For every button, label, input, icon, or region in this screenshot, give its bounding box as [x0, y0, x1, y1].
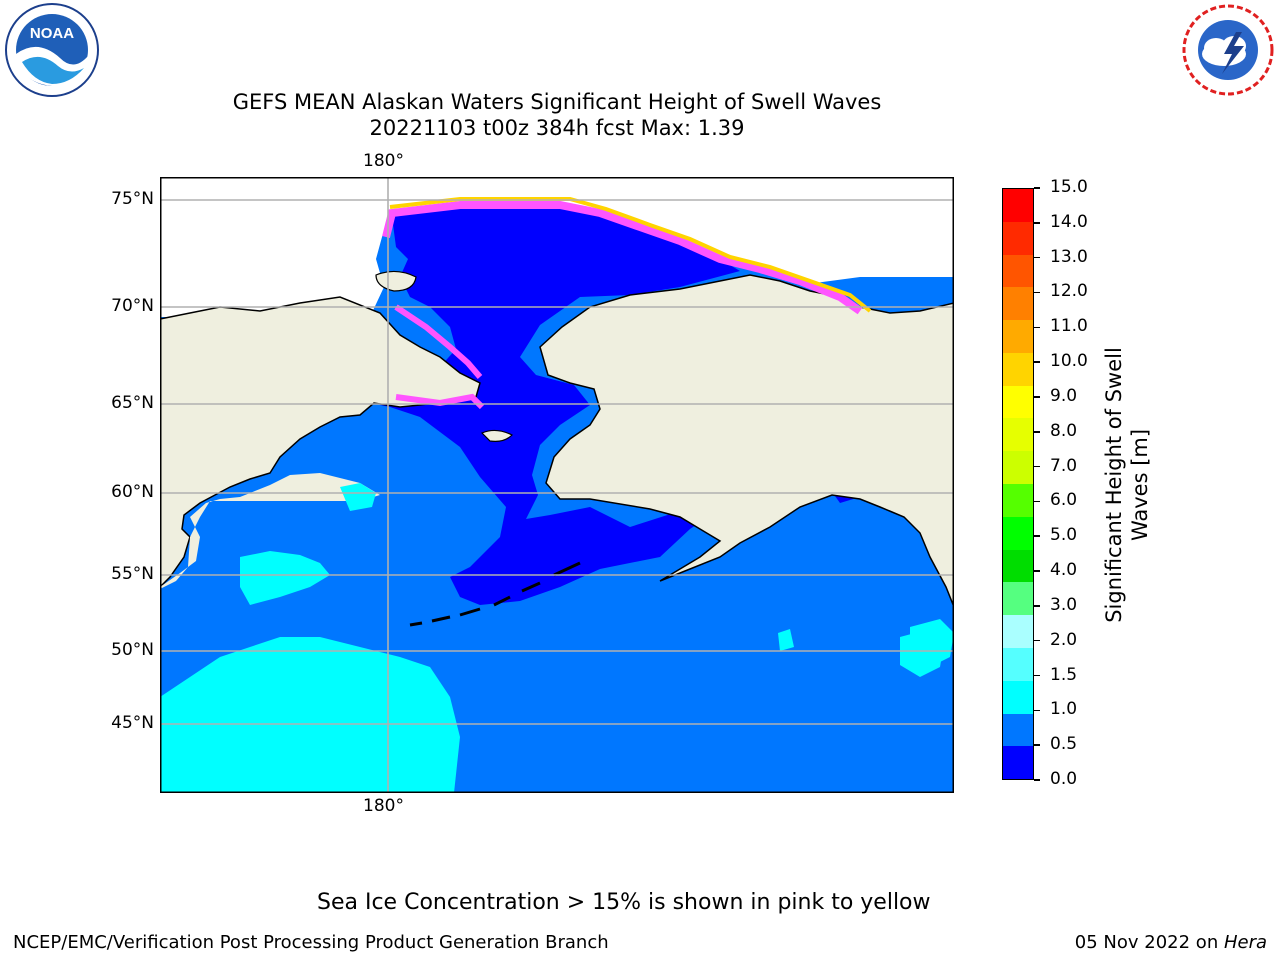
colorbar-ticks: 15.0 14.0 13.0 12.0 11.0 10.0 9.0 8.0 7.0 6.0 5.0 4… — [1034, 177, 1094, 789]
sea-ice-edge-pink — [382, 201, 863, 315]
colorbar-tick-label: 15.0 — [1050, 177, 1088, 197]
colorbar-tick-mark — [1034, 535, 1040, 537]
colorbar-tick-label: 1.0 — [1050, 699, 1078, 720]
wrangel-island — [375, 270, 417, 292]
lat-label-60: 60°N — [111, 482, 154, 502]
footer-credit: NCEP/EMC/Verification Post Processing Pr… — [13, 932, 609, 953]
colorbar-tick-mark — [1034, 570, 1040, 572]
colorbar-band — [1003, 713, 1033, 747]
colorbar-band — [1003, 451, 1033, 485]
noaa-logo-text: NOAA — [30, 25, 74, 42]
lat-label-75: 75°N — [111, 189, 154, 209]
colorbar-band — [1003, 746, 1033, 780]
plot-subtitle: 20221103 t00z 384h fcst Max: 1.39 — [369, 116, 745, 140]
map-border — [160, 177, 954, 793]
russia-land — [160, 296, 481, 589]
colorbar-tick-label: 4.0 — [1050, 560, 1078, 581]
colorbar-band — [1003, 615, 1033, 648]
colorbar-tick-label: 6.0 — [1050, 490, 1078, 511]
colorbar-tick-mark — [1034, 605, 1040, 607]
colorbar-tick-mark — [1034, 431, 1040, 433]
footer-date: 05 Nov 2022 on Hera — [1074, 932, 1267, 953]
colorbar-tick-label: 2.0 — [1050, 629, 1078, 650]
colorbar-band — [1003, 287, 1033, 321]
lon-label-top: 180° — [363, 151, 404, 171]
sea-ice-caption: Sea Ice Concentration > 15% is shown in … — [317, 890, 931, 915]
colorbar-tick-label: 13.0 — [1050, 246, 1088, 267]
aleutian-islands — [409, 561, 581, 627]
colorbar-tick-mark — [1034, 187, 1040, 189]
colorbar-tick-mark — [1034, 256, 1040, 259]
colorbar-tick-label: 9.0 — [1050, 385, 1078, 406]
colorbar-band — [1003, 582, 1033, 616]
colorbar-tick-label: 1.5 — [1050, 664, 1078, 685]
colorbar-band — [1003, 320, 1033, 353]
colorbar-tick-mark — [1034, 222, 1040, 224]
sea-ice-edge-yellow — [389, 197, 872, 313]
colorbar-tick-label: 7.0 — [1050, 455, 1078, 476]
colorbar-tick-label: 0.5 — [1050, 734, 1078, 755]
colorbar-band — [1003, 352, 1033, 386]
swell-1-1p5m-patches — [160, 483, 954, 793]
lat-label-70: 70°N — [111, 296, 154, 316]
colorbar-label: Significant Height of Swell Waves [m] — [1102, 347, 1152, 623]
colorbar-tick-label: 0.0 — [1050, 769, 1078, 789]
colorbar-tick-mark — [1034, 709, 1040, 712]
colorbar-band — [1003, 680, 1033, 714]
colorbar-band — [1003, 221, 1033, 255]
colorbar-tick-label: 10.0 — [1050, 351, 1088, 372]
arctic-no-data — [160, 177, 954, 317]
colorbar-band — [1003, 484, 1033, 517]
colorbar-tick-mark — [1034, 326, 1040, 329]
colorbar-tick-label: 11.0 — [1050, 316, 1088, 337]
plot-title: GEFS MEAN Alaskan Waters Significant Hei… — [232, 90, 882, 114]
colorbar-tick-label: 14.0 — [1050, 211, 1088, 232]
colorbar-tick-label: 5.0 — [1050, 525, 1078, 546]
alaska-land — [539, 274, 954, 608]
colorbar-band — [1003, 254, 1033, 288]
graticule — [160, 177, 954, 793]
colorbar-tick-mark — [1034, 639, 1040, 642]
lat-label-45: 45°N — [111, 713, 154, 733]
lat-label-50: 50°N — [111, 640, 154, 660]
colorbar — [1002, 188, 1034, 780]
colorbar-tick-mark — [1034, 744, 1040, 746]
colorbar-band — [1003, 418, 1033, 452]
st-lawrence-island — [480, 429, 514, 442]
colorbar-tick-mark — [1034, 396, 1040, 398]
colorbar-band — [1003, 516, 1033, 550]
colorbar-tick-label: 3.0 — [1050, 594, 1078, 615]
map — [160, 177, 954, 793]
nws-logo — [1182, 4, 1274, 96]
noaa-logo: NOAA — [5, 3, 99, 97]
colorbar-band — [1003, 385, 1033, 419]
colorbar-band — [1003, 647, 1033, 681]
sea-ice-coast-pink — [394, 304, 483, 379]
lat-label-65: 65°N — [111, 393, 154, 413]
colorbar-tick-mark — [1034, 500, 1040, 503]
colorbar-tick-mark — [1034, 465, 1040, 468]
colorbar-tick-mark — [1034, 674, 1040, 677]
colorbar-tick-mark — [1034, 291, 1040, 294]
lat-label-55: 55°N — [111, 564, 154, 584]
colorbar-tick-label: 12.0 — [1050, 281, 1088, 302]
colorbar-band — [1003, 549, 1033, 583]
colorbar-band — [1003, 189, 1033, 222]
colorbar-tick-mark — [1034, 779, 1040, 781]
sea-ice-bering-pink — [395, 393, 485, 410]
colorbar-tick-label: 8.0 — [1050, 420, 1078, 441]
lon-label-bottom: 180° — [363, 796, 404, 816]
colorbar-tick-mark — [1034, 361, 1040, 363]
